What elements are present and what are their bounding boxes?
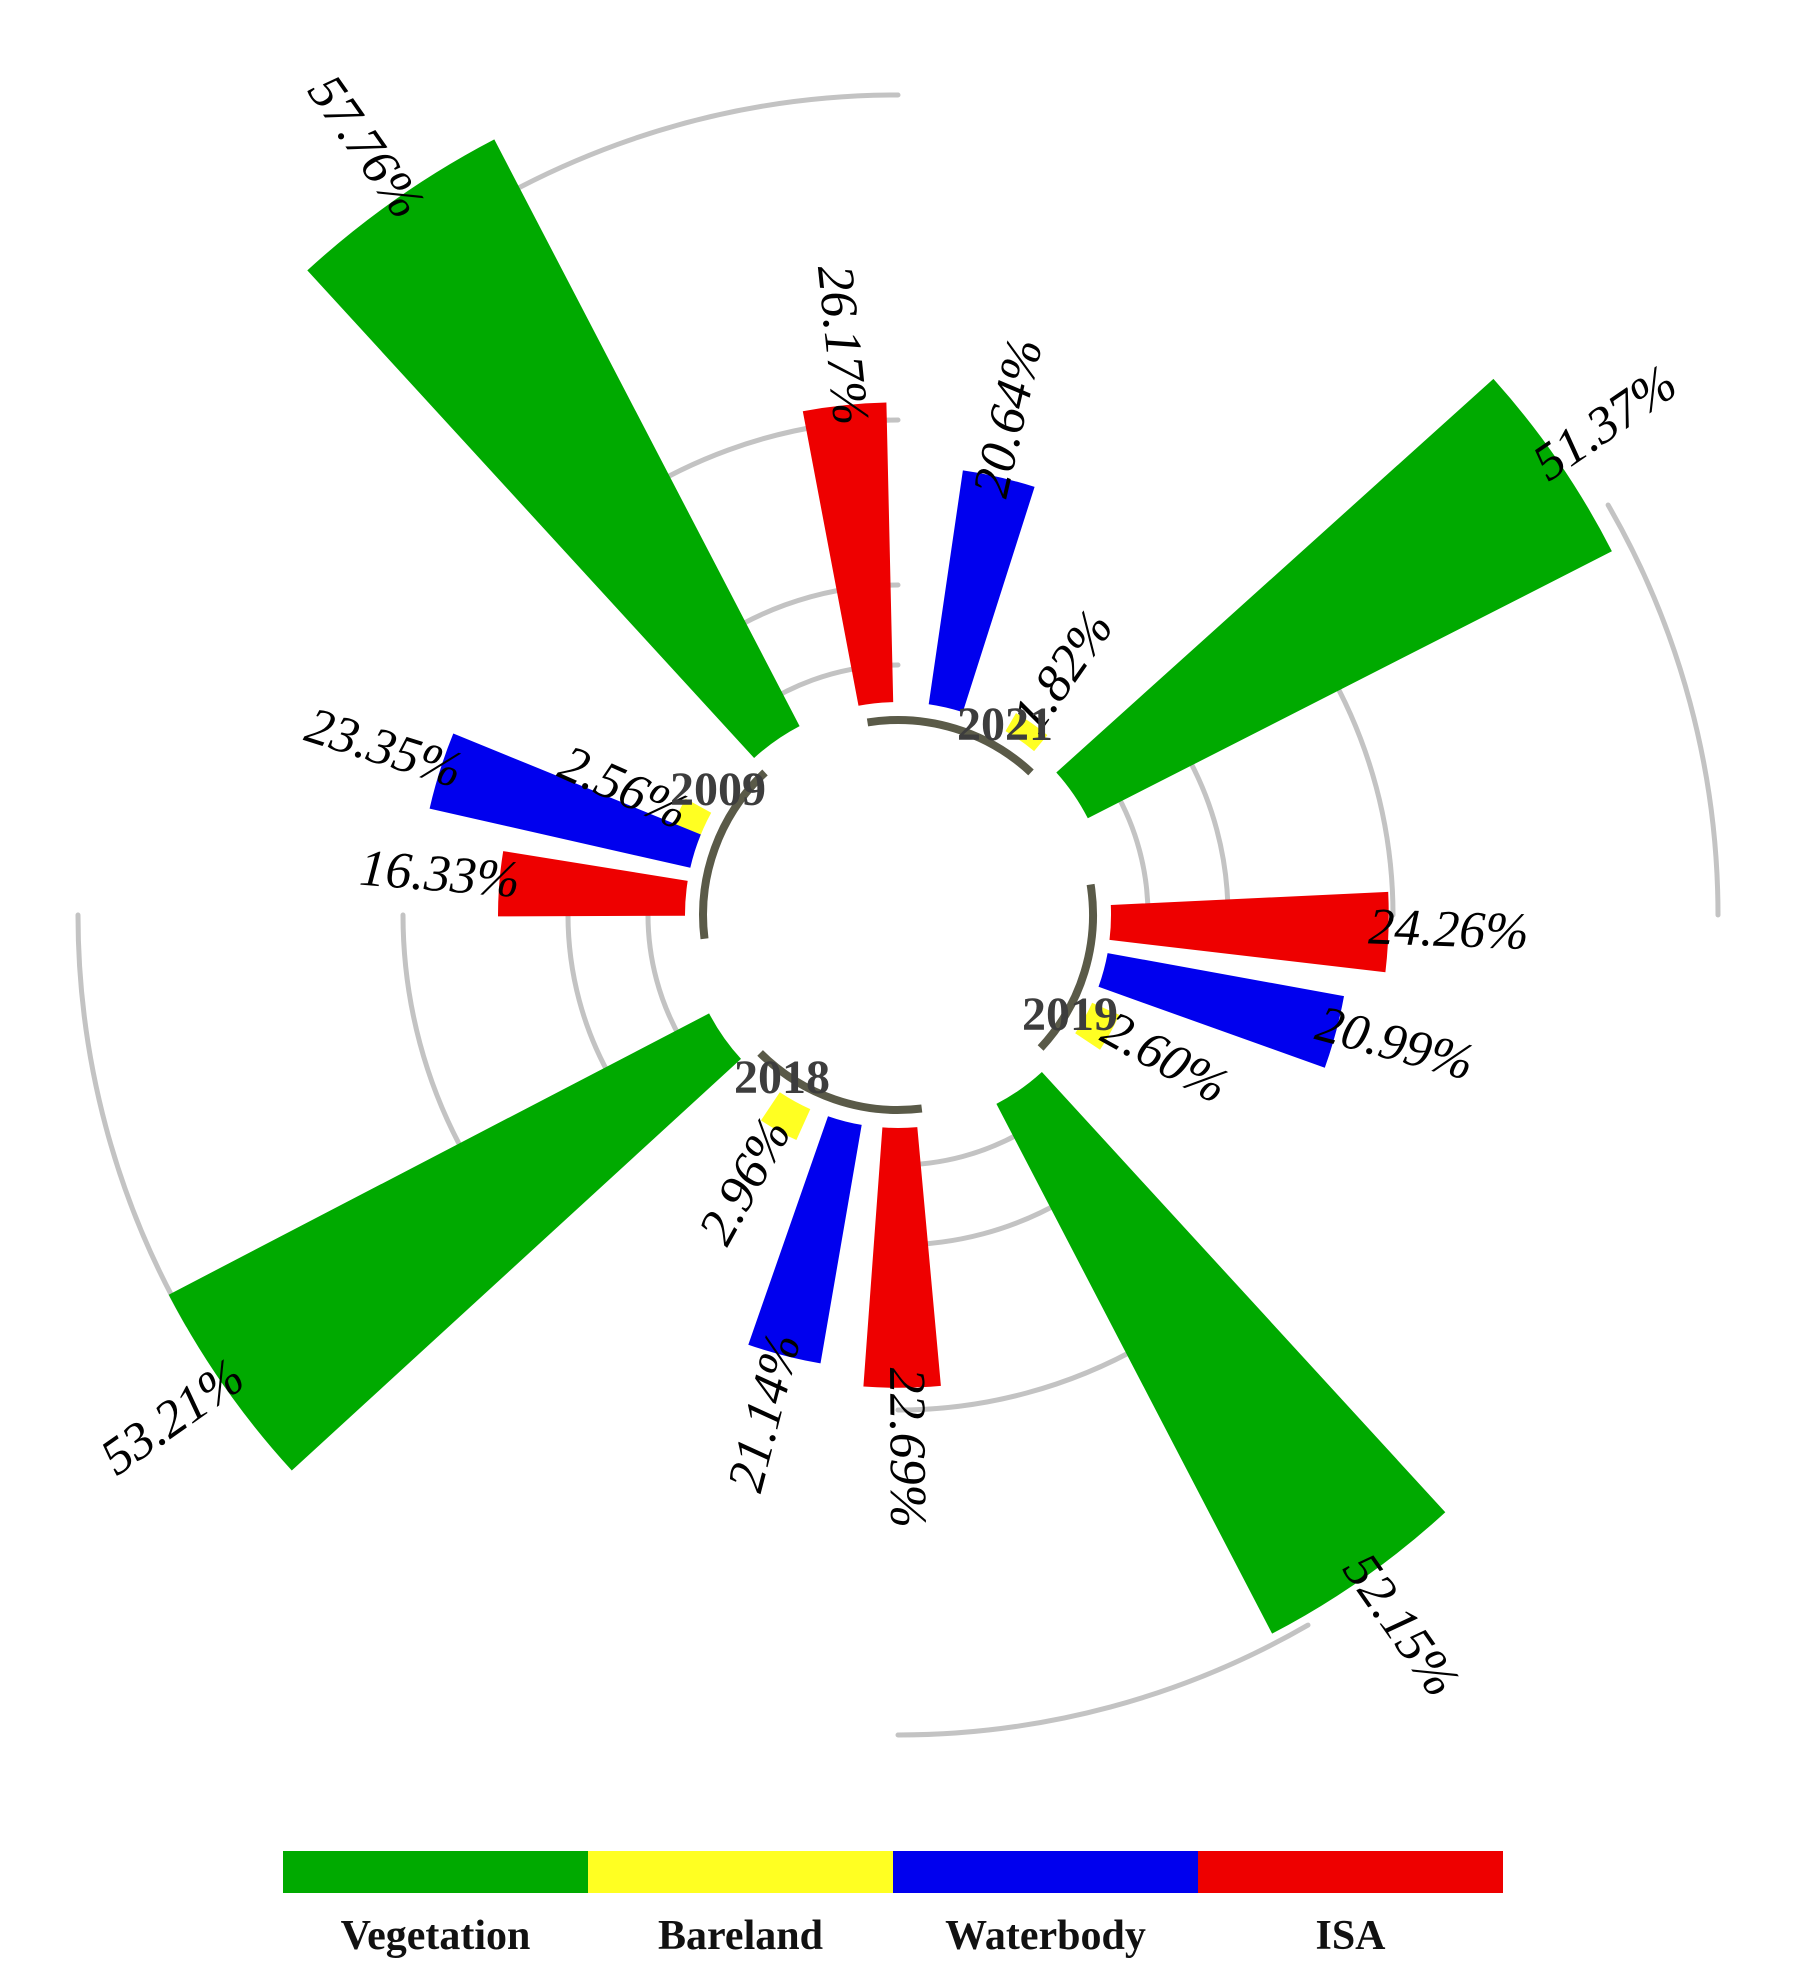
bar-2019-vegetation: [996, 1072, 1446, 1634]
label-2018-bareland: 2.96%: [688, 1109, 803, 1254]
year-arc-2019: [1037, 883, 1097, 1051]
legend-swatch-waterbody: [893, 1851, 1198, 1893]
label-2018-isa: 22.69%: [878, 1367, 936, 1528]
grid-arc-11: [400, 912, 472, 1165]
label-2021-waterbody: 20.64%: [962, 333, 1054, 502]
label-2009-vegetation: 57.76%: [297, 65, 436, 229]
legend: Vegetation Bareland Waterbody ISA: [283, 1851, 1503, 1959]
label-2009-isa: 16.33%: [358, 840, 522, 909]
bar-2021-isa: [802, 402, 894, 706]
year-label-2018: 2018: [734, 1051, 830, 1104]
year-arc-2021: [866, 716, 1034, 776]
label-2019-vegetation: 52.15%: [1332, 1543, 1471, 1707]
bar-2009-waterbody: [429, 733, 701, 868]
bar-2019-bareland: [1075, 1002, 1120, 1050]
grid-arc-9: [1324, 665, 1396, 918]
value-labels: 57.76%2.56%23.35%16.33%51.37%1.82%20.64%…: [91, 65, 1688, 1707]
grid-arc-5: [1181, 747, 1231, 918]
grid-arc-1: [1112, 787, 1151, 918]
legend-swatch-isa: [1198, 1851, 1503, 1893]
label-2018-vegetation: 53.21%: [91, 1348, 255, 1487]
bar-2019-waterbody: [1098, 953, 1344, 1068]
label-2019-isa: 24.26%: [1367, 898, 1529, 961]
bar-2018-waterbody: [748, 1116, 862, 1364]
label-2021-isa: 26.17%: [806, 262, 879, 427]
legend-label-waterbody: Waterbody: [945, 1913, 1146, 1959]
bar-2021-waterbody: [928, 470, 1035, 713]
bar-2009-isa: [497, 851, 688, 917]
bar-2021-bareland: [1005, 713, 1048, 752]
bar-2018-vegetation: [168, 1013, 741, 1471]
grid-arc-13: [1605, 502, 1721, 918]
legend-label-vegetation: Vegetation: [341, 1913, 531, 1959]
bars: [168, 139, 1612, 1634]
label-2018-waterbody: 21.14%: [717, 1328, 812, 1497]
bar-2021-vegetation: [1056, 378, 1612, 819]
year-arc-2018: [757, 1050, 923, 1114]
bar-2018-bareland: [761, 1092, 811, 1140]
bar-2019-isa: [1109, 891, 1389, 973]
legend-label-bareland: Bareland: [658, 1913, 823, 1959]
year-labels: 2009 2021 2019 2018: [670, 698, 1118, 1114]
label-2009-waterbody: 23.35%: [299, 697, 469, 800]
grid-arc-15: [75, 912, 191, 1328]
label-2019-waterbody: 20.99%: [1310, 995, 1480, 1092]
grid-arc-10: [895, 1341, 1148, 1413]
year-arc-2009: [699, 769, 768, 940]
bar-2018-isa: [863, 1127, 941, 1388]
year-label-2009: 2009: [670, 763, 766, 816]
year-label-2021: 2021: [957, 698, 1053, 751]
legend-label-isa: ISA: [1315, 1913, 1386, 1959]
grid-arc-14: [895, 1622, 1311, 1738]
grid-arc-7: [565, 912, 615, 1083]
label-2021-vegetation: 51.37%: [1523, 355, 1687, 493]
bar-2009-vegetation: [307, 139, 800, 758]
grid-arc-3: [645, 912, 684, 1043]
legend-swatch-vegetation: [283, 1851, 588, 1893]
legend-swatch-bareland: [588, 1851, 893, 1893]
year-label-2019: 2019: [1022, 988, 1118, 1041]
